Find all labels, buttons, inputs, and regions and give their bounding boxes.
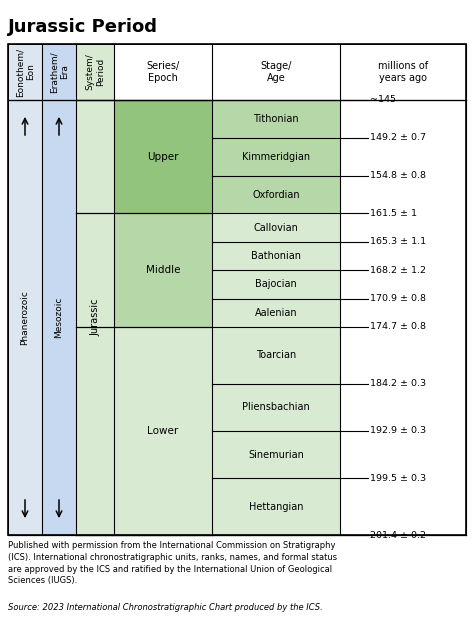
Text: Tithonian: Tithonian (253, 114, 299, 124)
Bar (8, 44, 466, 535)
Text: ~145: ~145 (370, 95, 396, 104)
Text: 201.4 ± 0.2: 201.4 ± 0.2 (370, 530, 426, 539)
Text: Bajocian: Bajocian (255, 279, 297, 289)
Text: Kimmeridgian: Kimmeridgian (242, 152, 310, 162)
Text: Bathonian: Bathonian (251, 251, 301, 261)
Text: 168.2 ± 1.2: 168.2 ± 1.2 (370, 266, 426, 275)
Bar (8, 100, 42, 535)
Bar (42, 44, 76, 100)
Bar (76, 100, 114, 535)
Text: Sinemurian: Sinemurian (248, 450, 304, 460)
Text: Eonothem/
Eon: Eonothem/ Eon (15, 48, 35, 97)
Bar (212, 100, 340, 138)
Bar (76, 44, 114, 100)
Bar (212, 384, 340, 431)
Text: Middle: Middle (146, 265, 180, 275)
Text: 149.2 ± 0.7: 149.2 ± 0.7 (370, 134, 426, 142)
Bar (212, 270, 340, 298)
Text: Jurassic: Jurassic (90, 299, 100, 336)
Bar (340, 100, 466, 535)
Bar (212, 44, 340, 100)
Text: Source: 2023 International Chronostratigraphic Chart produced by the ICS.: Source: 2023 International Chronostratig… (8, 603, 323, 612)
Text: Lower: Lower (147, 426, 179, 436)
Bar (212, 138, 340, 176)
Text: Aalenian: Aalenian (255, 308, 297, 318)
Text: Toarcian: Toarcian (256, 350, 296, 361)
Bar (114, 100, 212, 214)
Text: Callovian: Callovian (254, 223, 299, 233)
Text: 165.3 ± 1.1: 165.3 ± 1.1 (370, 237, 426, 246)
Bar (114, 44, 212, 100)
Text: 192.9 ± 0.3: 192.9 ± 0.3 (370, 427, 426, 436)
Text: Mesozoic: Mesozoic (55, 297, 64, 338)
Text: millions of
years ago: millions of years ago (378, 61, 428, 83)
Text: Series/
Epoch: Series/ Epoch (146, 61, 180, 83)
Bar (8, 44, 42, 100)
Text: Published with permission from the International Commission on Stratigraphy
(ICS: Published with permission from the Inter… (8, 541, 337, 585)
Bar (212, 431, 340, 478)
Text: 184.2 ± 0.3: 184.2 ± 0.3 (370, 379, 426, 388)
Bar (212, 327, 340, 384)
Bar (212, 242, 340, 270)
Text: Pliensbachian: Pliensbachian (242, 403, 310, 412)
Bar (212, 298, 340, 327)
Text: Jurassic Period: Jurassic Period (8, 18, 158, 36)
Text: 154.8 ± 0.8: 154.8 ± 0.8 (370, 171, 426, 180)
Bar (114, 327, 212, 535)
Text: Upper: Upper (147, 152, 179, 162)
Bar (212, 214, 340, 242)
Text: 161.5 ± 1: 161.5 ± 1 (370, 209, 417, 218)
Bar (42, 100, 76, 535)
Bar (340, 44, 466, 100)
Bar (212, 176, 340, 214)
Text: 199.5 ± 0.3: 199.5 ± 0.3 (370, 474, 426, 483)
Bar (212, 478, 340, 535)
Text: System/
Period: System/ Period (85, 53, 105, 90)
Text: Erathem/
Era: Erathem/ Era (49, 51, 69, 93)
Text: 174.7 ± 0.8: 174.7 ± 0.8 (370, 322, 426, 331)
Text: Stage/
Age: Stage/ Age (260, 61, 292, 83)
Text: Hettangian: Hettangian (249, 502, 303, 511)
Text: 170.9 ± 0.8: 170.9 ± 0.8 (370, 294, 426, 303)
Text: Oxfordian: Oxfordian (252, 190, 300, 200)
Bar (114, 214, 212, 327)
Text: Phanerozoic: Phanerozoic (20, 290, 29, 345)
